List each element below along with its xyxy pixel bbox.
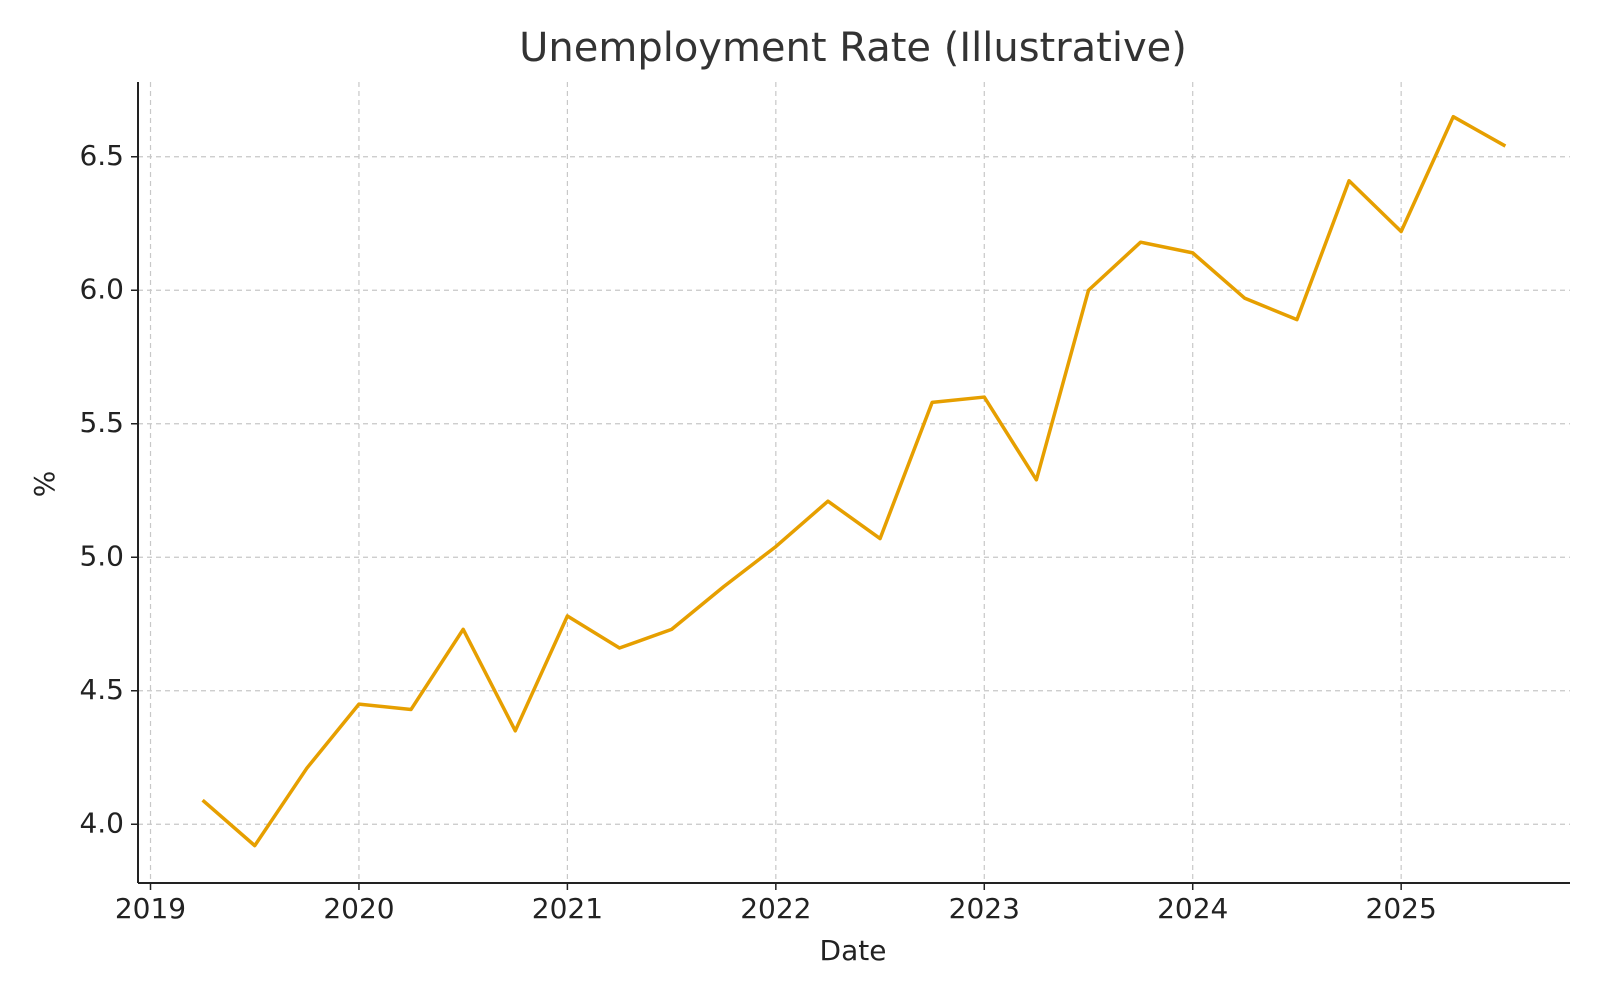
y-tick-label: 6.5	[79, 139, 124, 172]
y-tick-label: 4.5	[79, 673, 124, 706]
x-tick-label: 2021	[532, 892, 603, 925]
x-tick-label: 2023	[949, 892, 1020, 925]
x-tick-label: 2019	[115, 892, 186, 925]
y-tick-label: 5.0	[79, 539, 124, 572]
y-tick-label: 6.0	[79, 272, 124, 305]
x-tick-label: 2022	[740, 892, 811, 925]
y-tick-label: 4.0	[79, 806, 124, 839]
x-tick-label: 2025	[1366, 892, 1437, 925]
chart-title: Unemployment Rate (Illustrative)	[519, 25, 1187, 71]
data-line	[201, 114, 1507, 848]
y-axis-label: %	[28, 471, 61, 498]
x-tick-label: 2024	[1157, 892, 1228, 925]
y-tick-label: 5.5	[79, 406, 124, 439]
x-axis-label: Date	[820, 934, 887, 967]
x-tick-label: 2020	[323, 892, 394, 925]
